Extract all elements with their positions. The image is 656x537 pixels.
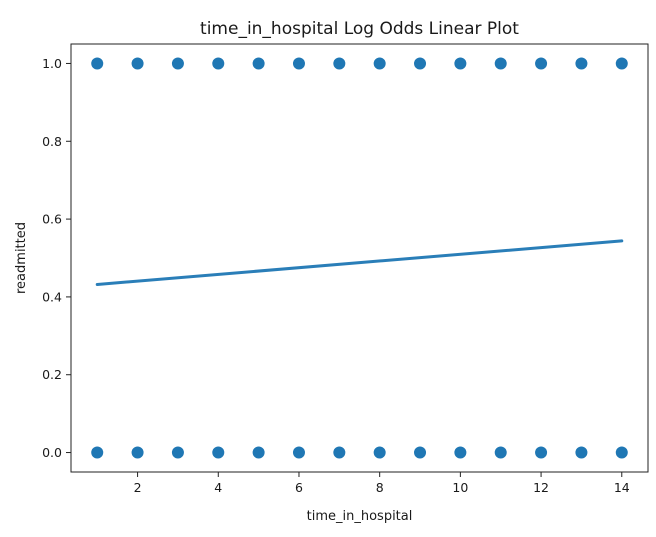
data-point <box>535 57 548 70</box>
data-point <box>373 446 386 459</box>
data-point <box>414 57 427 70</box>
y-tick-label: 0.2 <box>42 367 62 382</box>
data-point <box>333 57 346 70</box>
data-point <box>212 57 225 70</box>
data-point <box>414 446 427 459</box>
x-tick-label: 4 <box>214 480 222 495</box>
x-tick-label: 14 <box>614 480 630 495</box>
data-point <box>252 446 265 459</box>
x-tick-label: 10 <box>452 480 468 495</box>
x-axis-label: time_in_hospital <box>307 509 413 524</box>
y-tick-label: 1.0 <box>42 56 62 71</box>
data-point <box>212 446 225 459</box>
data-point <box>494 57 507 70</box>
y-tick-label: 0.8 <box>42 134 62 149</box>
fit-line-layer <box>95 239 624 286</box>
plot-frame <box>70 43 649 473</box>
data-point <box>615 446 628 459</box>
data-point <box>171 57 184 70</box>
data-point <box>91 446 104 459</box>
data-point <box>575 57 588 70</box>
data-point <box>292 446 305 459</box>
data-point <box>131 57 144 70</box>
data-point <box>292 57 305 70</box>
y-tick-label: 0.6 <box>42 212 62 227</box>
scatter-points <box>91 57 628 459</box>
x-tick-label: 8 <box>376 480 384 495</box>
fit-line <box>95 239 624 286</box>
data-point <box>171 446 184 459</box>
data-point <box>494 446 507 459</box>
data-point <box>615 57 628 70</box>
data-point <box>535 446 548 459</box>
x-axis-ticks: 2 4 6 8 10 12 14 <box>134 472 630 495</box>
data-point <box>131 446 144 459</box>
y-axis-label: readmitted <box>14 222 29 294</box>
data-point <box>91 57 104 70</box>
y-tick-label: 0.4 <box>42 289 62 304</box>
x-tick-label: 12 <box>533 480 549 495</box>
data-point <box>333 446 346 459</box>
y-axis-ticks: 0.0 0.2 0.4 0.6 0.8 1.0 <box>42 56 71 460</box>
y-tick-label: 0.0 <box>42 445 62 460</box>
chart-title: time_in_hospital Log Odds Linear Plot <box>200 19 519 39</box>
x-tick-label: 6 <box>295 480 303 495</box>
data-point <box>454 57 467 70</box>
x-tick-label: 2 <box>134 480 142 495</box>
data-point <box>454 446 467 459</box>
data-point <box>252 57 265 70</box>
plot-area: 2 4 6 8 10 12 14 0.0 0.2 0.4 0.6 0.8 1.0 <box>42 43 649 495</box>
data-point <box>373 57 386 70</box>
data-point <box>575 446 588 459</box>
